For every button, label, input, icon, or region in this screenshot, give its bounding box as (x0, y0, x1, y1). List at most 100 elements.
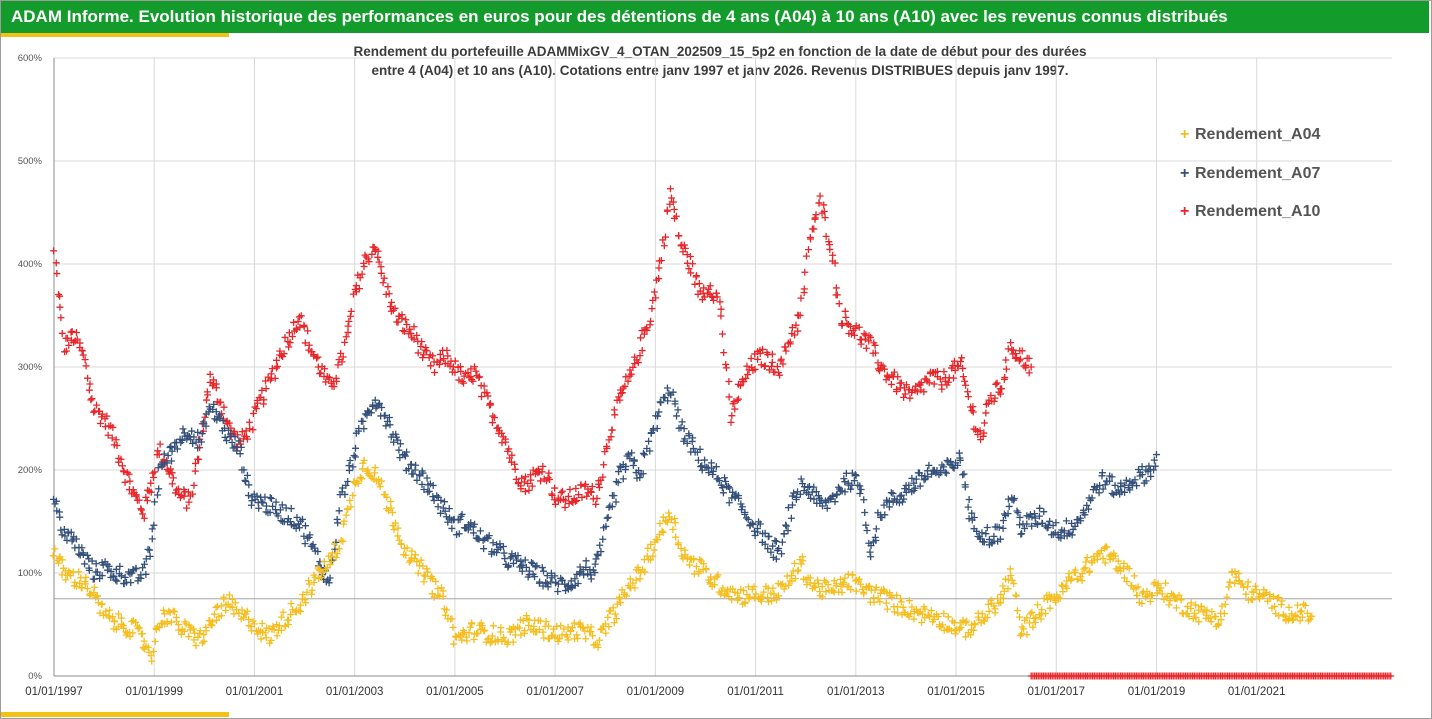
point-a04 (169, 607, 177, 615)
point-a07 (1052, 519, 1060, 527)
point-a07 (148, 535, 156, 543)
point-a10 (377, 263, 385, 271)
point-a07 (479, 536, 487, 544)
point-a10 (132, 492, 140, 500)
point-a04 (1266, 594, 1274, 602)
point-a07 (109, 572, 117, 580)
point-a04 (602, 629, 610, 637)
point-a10 (573, 496, 581, 504)
point-a07 (1095, 489, 1103, 497)
point-a10 (467, 365, 475, 373)
point-a07 (442, 513, 450, 521)
point-a07 (599, 535, 607, 543)
point-a07 (173, 445, 181, 453)
point-a04 (327, 557, 335, 565)
point-a07 (867, 542, 875, 550)
point-a10 (791, 331, 799, 339)
point-a04 (647, 540, 655, 548)
point-a07 (1065, 529, 1073, 537)
y-tick-label: 500% (18, 156, 43, 167)
point-a10 (517, 485, 525, 493)
point-a07 (780, 530, 788, 538)
point-a04 (1238, 580, 1246, 588)
point-a10 (871, 349, 879, 357)
point-a07 (455, 530, 463, 538)
point-a10 (314, 353, 322, 361)
point-a04 (564, 636, 572, 644)
point-a10 (288, 333, 296, 341)
point-a04 (383, 493, 391, 501)
point-a04 (138, 630, 146, 638)
point-a07 (850, 477, 858, 485)
point-a10 (811, 214, 819, 222)
point-a07 (764, 545, 772, 553)
point-a10 (689, 260, 697, 268)
point-a04 (140, 637, 148, 645)
point-a04 (1148, 591, 1156, 599)
point-a04 (494, 636, 502, 644)
point-a10 (781, 343, 789, 351)
point-a10 (121, 478, 129, 486)
point-a04 (1288, 616, 1296, 624)
point-a04 (486, 639, 494, 647)
point-a10 (782, 347, 790, 355)
point-a07 (151, 498, 159, 506)
point-a07 (403, 448, 411, 456)
point-a10 (650, 288, 658, 296)
point-a04 (265, 625, 273, 633)
point-a10 (743, 362, 751, 370)
point-a07 (1121, 488, 1129, 496)
point-a04 (720, 591, 728, 599)
point-a10 (893, 388, 901, 396)
point-a04 (1273, 594, 1281, 602)
point-a10 (431, 368, 439, 376)
x-tick-label: 01/01/2011 (727, 686, 784, 698)
point-a07 (1122, 476, 1130, 484)
point-a10 (480, 382, 488, 390)
point-a10 (587, 488, 595, 496)
point-a07 (1147, 472, 1155, 480)
point-a07 (253, 492, 261, 500)
point-a07 (385, 413, 393, 421)
x-tick-label: 01/01/1997 (25, 686, 83, 698)
point-a04 (970, 620, 978, 628)
point-a10 (634, 359, 642, 367)
point-a04 (347, 503, 355, 511)
point-a10 (418, 338, 426, 346)
point-a04 (617, 599, 625, 607)
point-a04 (235, 609, 243, 617)
point-a04 (49, 552, 57, 560)
point-a07 (543, 580, 551, 588)
point-a04 (677, 544, 685, 552)
point-a04 (530, 622, 538, 630)
point-a10 (538, 468, 546, 476)
point-a07 (245, 481, 253, 489)
point-a10 (855, 323, 863, 331)
point-a07 (1040, 508, 1048, 516)
point-a07 (146, 546, 154, 554)
point-a07 (540, 567, 548, 575)
point-a07 (1108, 489, 1116, 497)
point-a07 (1145, 462, 1153, 470)
point-a07 (445, 505, 453, 513)
point-a04 (315, 566, 323, 574)
point-a04 (148, 657, 156, 665)
point-a07 (485, 532, 493, 540)
point-a10 (852, 322, 860, 330)
point-a04 (1034, 601, 1042, 609)
point-a10 (154, 447, 162, 455)
point-a07 (272, 498, 280, 506)
point-a04 (128, 618, 136, 626)
point-a10 (417, 342, 425, 350)
point-a04 (938, 621, 946, 629)
point-a10 (304, 327, 312, 335)
point-a04 (556, 635, 564, 643)
point-a04 (610, 619, 618, 627)
point-a10 (561, 497, 569, 505)
point-a10 (759, 345, 767, 353)
point-a10 (423, 347, 431, 355)
point-a04 (1026, 610, 1034, 618)
point-a04 (934, 613, 942, 621)
point-a10 (339, 353, 347, 361)
point-a04 (1271, 602, 1279, 610)
